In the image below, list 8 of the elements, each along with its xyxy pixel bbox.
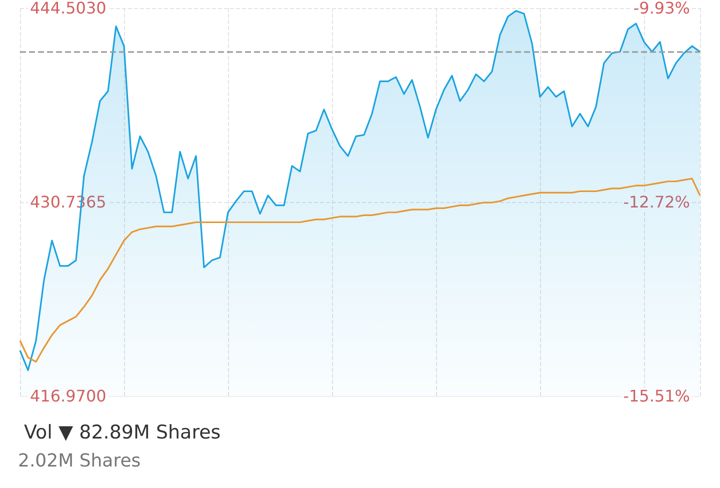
text: 2.02M Shares — [18, 450, 141, 472]
y-tick-label: 416.9700 — [30, 386, 106, 406]
line-series — [19, 178, 701, 363]
y2-tick-label: -15.51% — [623, 386, 690, 406]
y2-tick-label: -12.72% — [623, 192, 690, 212]
y-tick-label: 444.5030 — [30, 0, 106, 18]
y2-tick-label: -9.93% — [633, 0, 690, 18]
text: Vol ▼ 82.89M Shares — [24, 422, 221, 444]
